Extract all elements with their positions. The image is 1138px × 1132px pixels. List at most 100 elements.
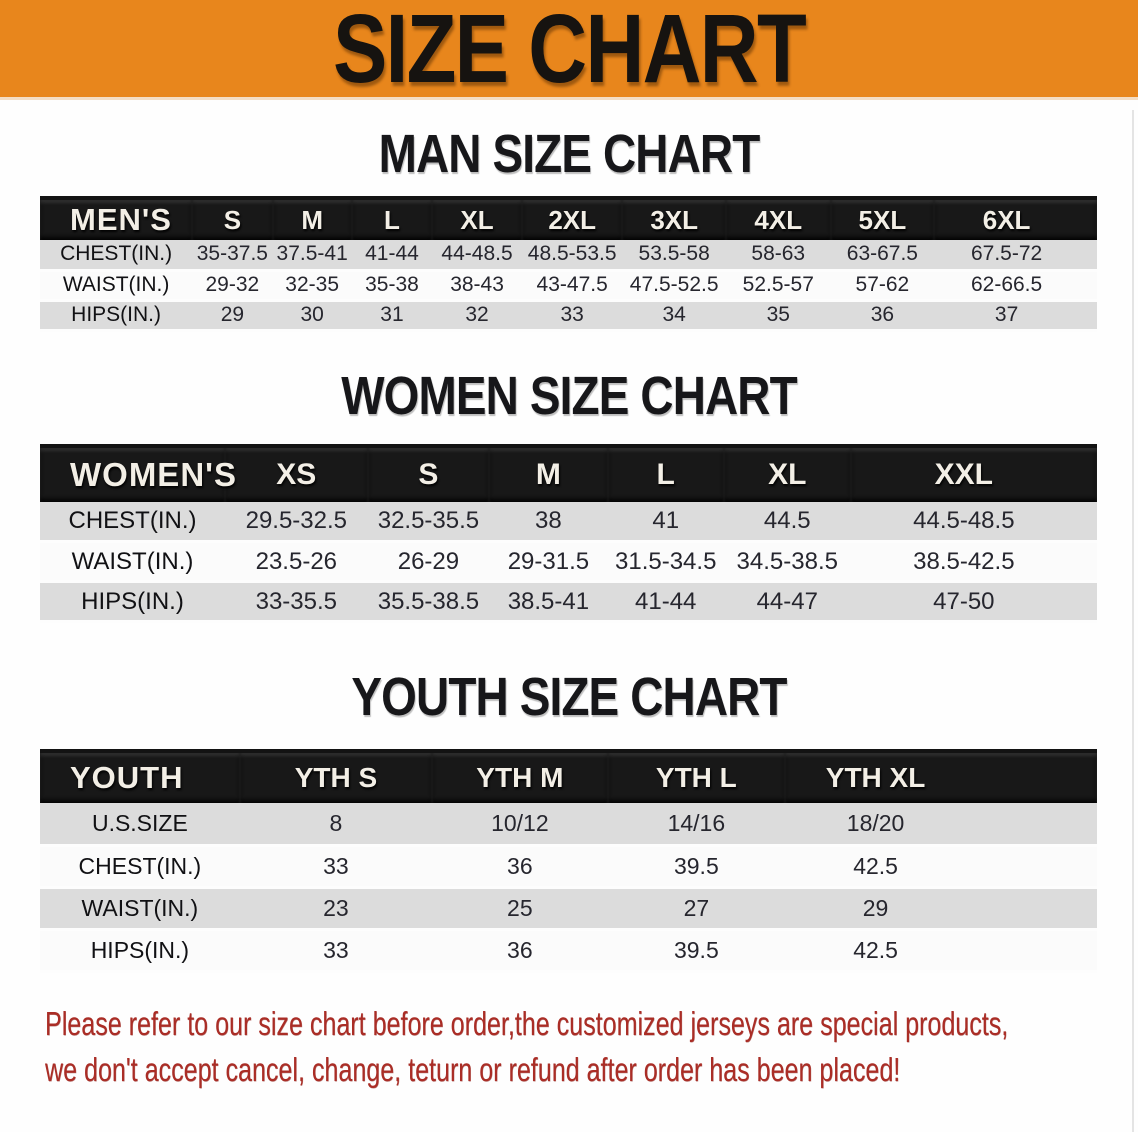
column-header: M bbox=[272, 197, 352, 240]
value-cell: 62-66.5 bbox=[934, 270, 1097, 302]
value-cell: 38 bbox=[489, 501, 608, 543]
value-cell: 52.5-57 bbox=[725, 270, 831, 302]
column-header: XL bbox=[432, 197, 522, 240]
table-row: HIPS(IN.) 33 36 39.5 42.5 bbox=[40, 929, 1097, 973]
column-header: 5XL bbox=[830, 197, 935, 240]
value-cell: 23.5-26 bbox=[224, 541, 368, 583]
value-cell: 37 bbox=[934, 300, 1097, 332]
value-cell: 67.5-72 bbox=[934, 240, 1097, 272]
column-header: S bbox=[367, 444, 490, 502]
value-cell: 31 bbox=[351, 300, 433, 332]
value-cell: 27 bbox=[607, 887, 786, 931]
table-row: WAIST(IN.) 29-32 32-35 35-38 38-43 43-47.5 47.… bbox=[40, 270, 1097, 302]
column-header: 2XL bbox=[521, 197, 623, 240]
value-cell: 35-38 bbox=[351, 270, 433, 302]
row-label: HIPS(IN.) bbox=[40, 300, 193, 332]
value-cell: 32.5-35.5 bbox=[367, 501, 490, 543]
row-label: WAIST(IN.) bbox=[40, 887, 240, 931]
value-cell: 23 bbox=[239, 887, 433, 931]
row-label: U.S.SIZE bbox=[40, 803, 240, 847]
size-chart-banner: SIZE CHART bbox=[0, 0, 1138, 100]
table-row: CHEST(IN.) 35-37.5 37.5-41 41-44 44-48.5 48.5… bbox=[40, 240, 1097, 272]
value-cell: 44-48.5 bbox=[432, 240, 522, 272]
section-title-men: MAN SIZE CHART bbox=[0, 126, 1138, 182]
value-cell: 47.5-52.5 bbox=[622, 270, 726, 302]
value-cell: 29 bbox=[785, 887, 1097, 931]
value-cell: 41 bbox=[607, 501, 724, 543]
row-label: CHEST(IN.) bbox=[40, 845, 240, 889]
table-corner-label: WOMEN'S bbox=[40, 444, 236, 502]
header-row: YOUTH YTH S YTH M YTH L YTH XL bbox=[40, 750, 1097, 803]
value-cell: 34.5-38.5 bbox=[723, 541, 851, 583]
value-cell: 47-50 bbox=[850, 581, 1097, 623]
value-cell: 29-32 bbox=[192, 270, 273, 302]
disclaimer-line-2: we don't accept cancel, change, teturn o… bbox=[45, 1050, 901, 1088]
column-header: L bbox=[607, 444, 724, 502]
table-row: HIPS(IN.) 29 30 31 32 33 34 35 36 37 bbox=[40, 300, 1097, 332]
value-cell: 44-47 bbox=[723, 581, 851, 623]
value-cell: 63-67.5 bbox=[830, 240, 935, 272]
value-cell: 41-44 bbox=[351, 240, 433, 272]
header-row: WOMEN'S XS S M L XL XXL bbox=[40, 444, 1097, 502]
column-header: XXL bbox=[850, 444, 1097, 502]
size-table-youth: YOUTH YTH S YTH M YTH L YTH XL U.S.SIZE 8 10/12… bbox=[40, 749, 1097, 973]
size-chart-section-men: MAN SIZE CHART MEN'S S M L XL 2XL 3XL 4XL 5XL 6XL C… bbox=[0, 126, 1138, 332]
column-header: YTH S bbox=[239, 750, 433, 803]
size-chart-section-women: WOMEN SIZE CHART WOMEN'S XS S M L XL XXL CHEST(I… bbox=[0, 368, 1138, 623]
value-cell: 35-37.5 bbox=[192, 240, 273, 272]
column-header: XL bbox=[723, 444, 851, 502]
value-cell: 26-29 bbox=[367, 541, 490, 583]
section-title-women: WOMEN SIZE CHART bbox=[0, 368, 1138, 424]
value-cell: 36 bbox=[830, 300, 935, 332]
table-row: CHEST(IN.) 33 36 39.5 42.5 bbox=[40, 845, 1097, 889]
table-row: U.S.SIZE 8 10/12 14/16 18/20 bbox=[40, 803, 1097, 847]
value-cell: 33-35.5 bbox=[224, 581, 368, 623]
table-row: CHEST(IN.) 29.5-32.5 32.5-35.5 38 41 44.5 44.5… bbox=[40, 501, 1097, 543]
value-cell: 31.5-34.5 bbox=[607, 541, 724, 583]
table-row: HIPS(IN.) 33-35.5 35.5-38.5 38.5-41 41-44 44-… bbox=[40, 581, 1097, 623]
value-cell: 42.5 bbox=[785, 845, 1097, 889]
value-cell: 44.5 bbox=[723, 501, 851, 543]
row-label: HIPS(IN.) bbox=[40, 581, 225, 623]
page-title: SIZE CHART bbox=[332, 0, 807, 103]
header-row: MEN'S S M L XL 2XL 3XL 4XL 5XL 6XL bbox=[40, 197, 1097, 240]
value-cell: 36 bbox=[432, 929, 608, 973]
disclaimer: Please refer to our size chart before or… bbox=[45, 1001, 1138, 1093]
value-cell: 25 bbox=[432, 887, 608, 931]
value-cell: 53.5-58 bbox=[622, 240, 726, 272]
table-corner-label: MEN'S bbox=[40, 197, 193, 240]
value-cell: 8 bbox=[239, 803, 433, 847]
row-label: WAIST(IN.) bbox=[40, 270, 193, 302]
value-cell: 38-43 bbox=[432, 270, 522, 302]
table-row: WAIST(IN.) 23 25 27 29 bbox=[40, 887, 1097, 931]
column-header: YTH M bbox=[432, 750, 608, 803]
value-cell: 32-35 bbox=[272, 270, 352, 302]
value-cell: 14/16 bbox=[607, 803, 786, 847]
value-cell: 29 bbox=[192, 300, 273, 332]
section-title-text: WOMEN SIZE CHART bbox=[341, 365, 797, 426]
value-cell: 48.5-53.5 bbox=[521, 240, 623, 272]
section-title-text: YOUTH SIZE CHART bbox=[351, 667, 787, 727]
size-table-women: WOMEN'S XS S M L XL XXL CHEST(IN.) 29.5-32.5 32.5… bbox=[40, 443, 1097, 623]
value-cell: 36 bbox=[432, 845, 608, 889]
size-chart-sections: MAN SIZE CHART MEN'S S M L XL 2XL 3XL 4XL 5XL 6XL C… bbox=[0, 126, 1138, 973]
value-cell: 38.5-42.5 bbox=[850, 541, 1097, 583]
value-cell: 30 bbox=[272, 300, 352, 332]
size-chart-section-youth: YOUTH SIZE CHART YOUTH YTH S YTH M YTH L YTH … bbox=[0, 669, 1138, 973]
value-cell: 39.5 bbox=[607, 845, 786, 889]
value-cell: 42.5 bbox=[785, 929, 1097, 973]
row-label: CHEST(IN.) bbox=[40, 501, 225, 543]
value-cell: 34 bbox=[622, 300, 726, 332]
value-cell: 32 bbox=[432, 300, 522, 332]
value-cell: 18/20 bbox=[785, 803, 1097, 847]
disclaimer-line-1: Please refer to our size chart before or… bbox=[45, 1004, 1009, 1042]
size-table-men: MEN'S S M L XL 2XL 3XL 4XL 5XL 6XL CHEST(IN.) 35-37… bbox=[40, 196, 1097, 332]
table-corner-label: YOUTH bbox=[40, 750, 240, 803]
value-cell: 35 bbox=[725, 300, 831, 332]
column-header: S bbox=[192, 197, 273, 240]
row-label: CHEST(IN.) bbox=[40, 240, 193, 272]
value-cell: 43-47.5 bbox=[521, 270, 623, 302]
value-cell: 38.5-41 bbox=[489, 581, 608, 623]
value-cell: 29.5-32.5 bbox=[224, 501, 368, 543]
column-header: YTH L bbox=[607, 750, 786, 803]
